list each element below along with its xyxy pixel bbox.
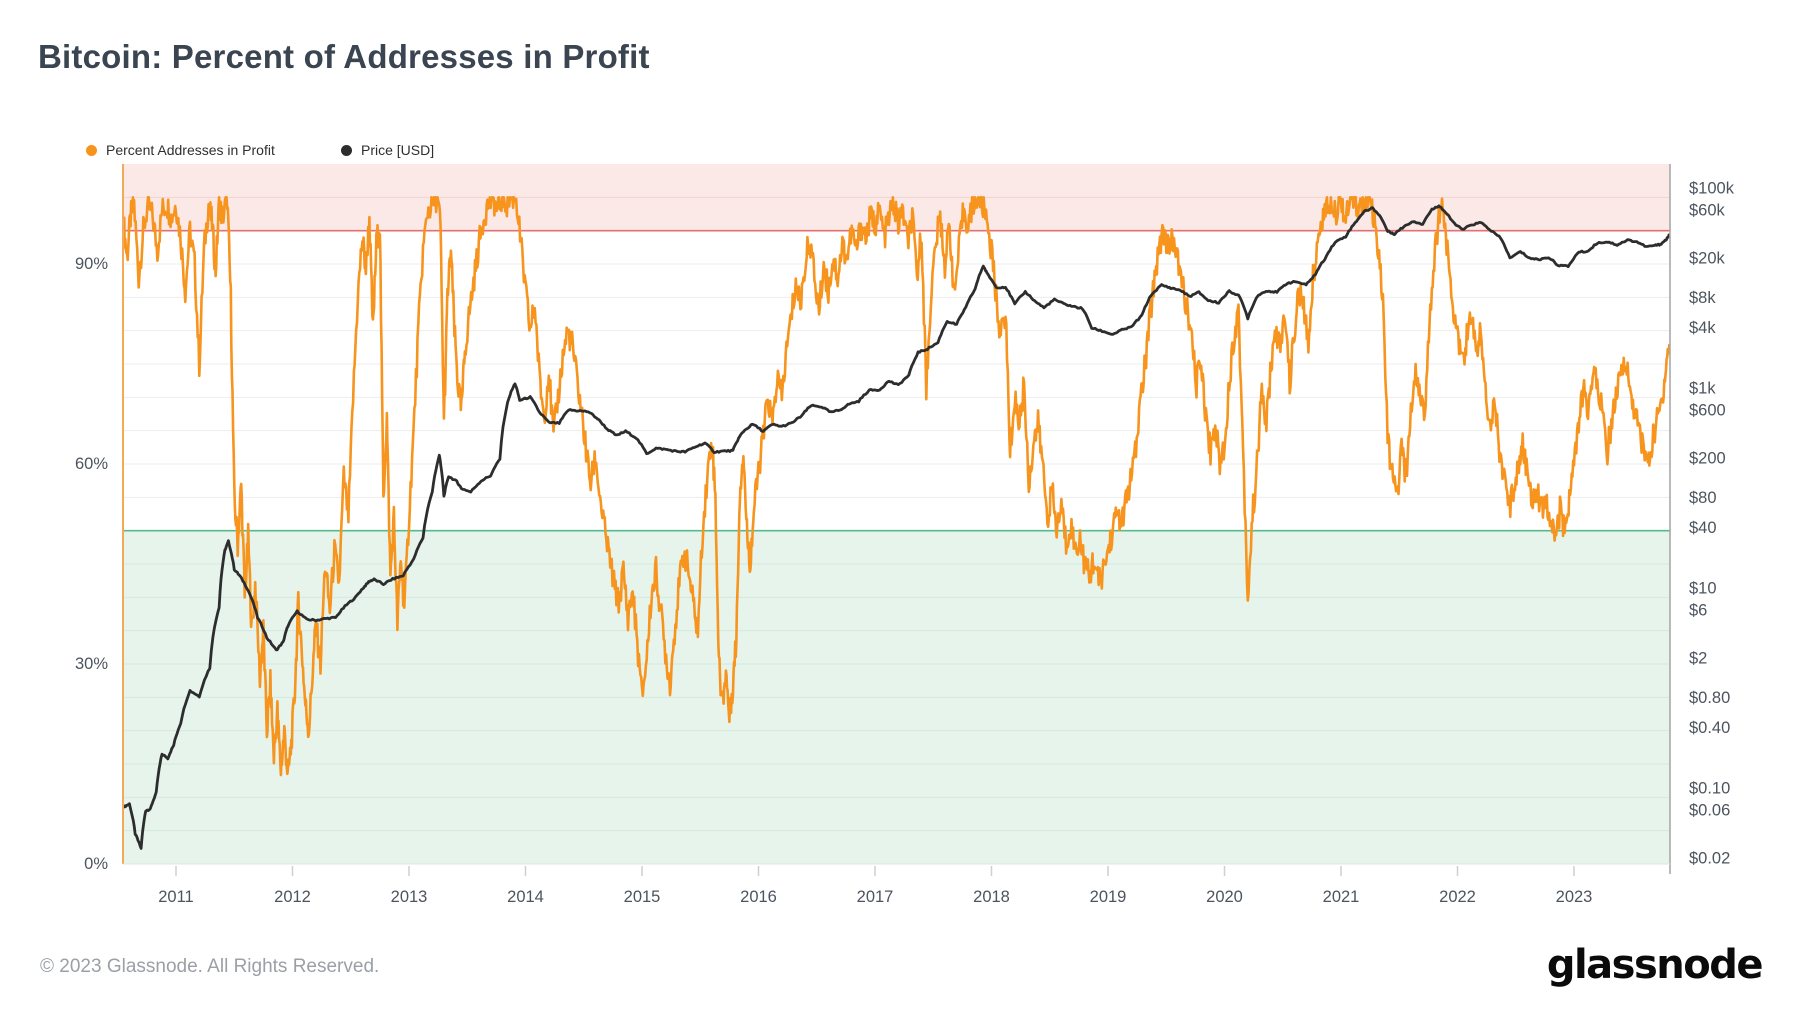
svg-text:2011: 2011 (158, 888, 193, 906)
svg-text:$40: $40 (1689, 519, 1717, 537)
svg-text:$20k: $20k (1689, 249, 1726, 267)
svg-text:$0.10: $0.10 (1689, 779, 1730, 797)
svg-text:$200: $200 (1689, 449, 1726, 467)
svg-text:2021: 2021 (1323, 888, 1360, 906)
svg-text:60%: 60% (75, 455, 108, 473)
svg-text:2018: 2018 (973, 888, 1010, 906)
svg-text:$60k: $60k (1689, 202, 1726, 220)
legend-item-percent-addresses[interactable]: Percent Addresses in Profit (86, 142, 275, 158)
svg-text:$10: $10 (1689, 579, 1717, 597)
series-percent-in-profit-line (123, 196, 1670, 777)
svg-text:2015: 2015 (624, 888, 661, 906)
svg-text:$6: $6 (1689, 602, 1707, 620)
threshold-bands (123, 164, 1670, 864)
svg-text:$0.02: $0.02 (1689, 849, 1730, 867)
series-price-usd-line (123, 204, 1670, 850)
page-title: Bitcoin: Percent of Addresses in Profit (38, 38, 650, 75)
svg-text:$600: $600 (1689, 402, 1726, 420)
svg-text:2023: 2023 (1556, 888, 1593, 906)
svg-text:2016: 2016 (740, 888, 777, 906)
svg-text:$1k: $1k (1689, 379, 1716, 397)
svg-text:$0.06: $0.06 (1689, 802, 1730, 820)
x-axis-labels: 2011 2012 2013 2014 2015 2016 2017 2018 2019 2020… (158, 866, 1592, 906)
copyright-text: © 2023 Glassnode. All Rights Reserved. (40, 956, 380, 977)
legend-dot-percent-icon (86, 144, 97, 156)
svg-text:2020: 2020 (1206, 888, 1243, 906)
svg-text:$0.40: $0.40 (1689, 719, 1730, 737)
legend-label-percent: Percent Addresses in Profit (106, 142, 275, 158)
svg-text:$8k: $8k (1689, 289, 1716, 307)
legend-dot-price-icon (341, 144, 352, 156)
svg-text:$2: $2 (1689, 649, 1707, 667)
svg-text:2019: 2019 (1090, 888, 1127, 906)
svg-text:2017: 2017 (857, 888, 894, 906)
svg-text:90%: 90% (75, 255, 108, 273)
svg-text:0%: 0% (84, 855, 108, 873)
svg-text:2012: 2012 (274, 888, 311, 906)
svg-text:2022: 2022 (1439, 888, 1476, 906)
svg-text:$80: $80 (1689, 489, 1717, 507)
svg-text:2014: 2014 (507, 888, 544, 906)
left-axis-labels: 0% 30% 60% 90% (75, 255, 108, 873)
svg-text:$0.80: $0.80 (1689, 689, 1730, 707)
right-axis-labels: $100k $60k $20k $8k $4k $1k $600 $200 $80 $40 $10 $… (1689, 179, 1735, 867)
glassnode-logo: glassnode (1546, 942, 1764, 988)
legend-label-price: Price [USD] (361, 142, 435, 158)
svg-text:$100k: $100k (1689, 179, 1735, 197)
legend-item-price-usd[interactable]: Price [USD] (341, 142, 434, 158)
svg-text:30%: 30% (75, 655, 108, 673)
svg-text:$4k: $4k (1689, 319, 1716, 337)
svg-text:2013: 2013 (391, 888, 428, 906)
